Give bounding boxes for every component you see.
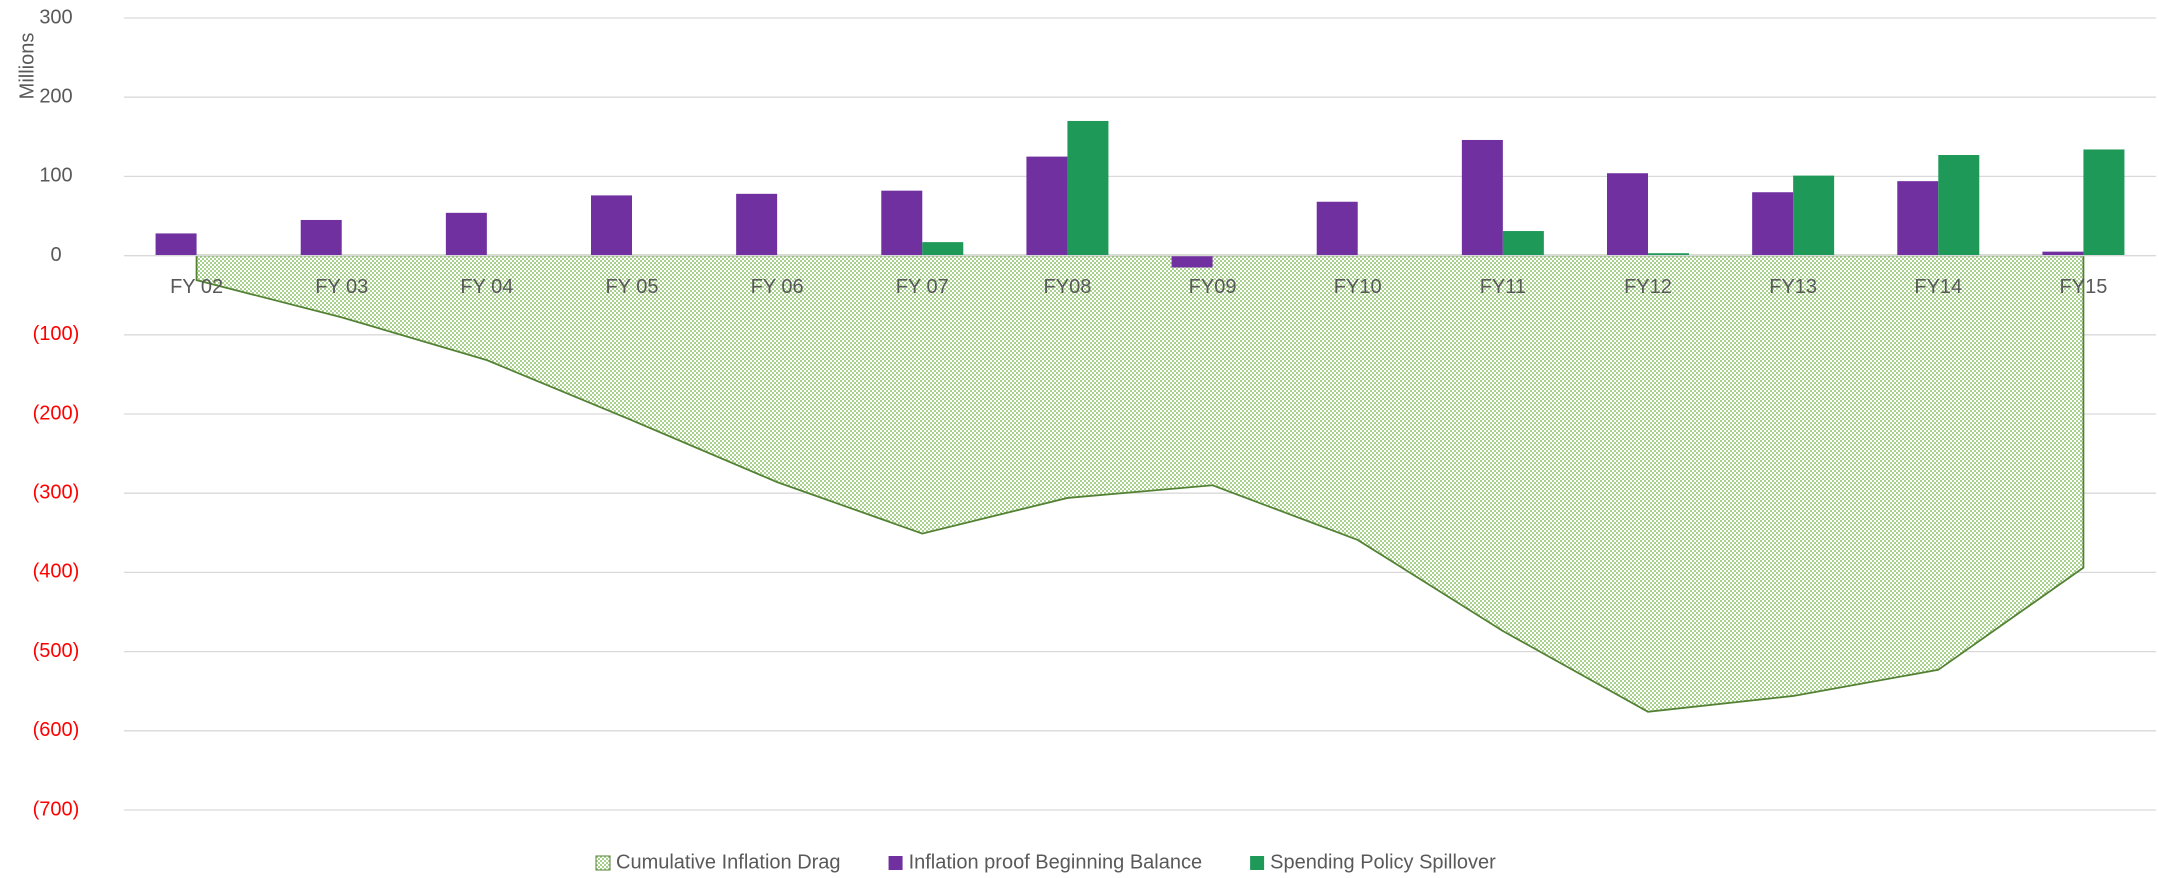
- bar: [2083, 149, 2125, 256]
- x-tick-label: FY14: [1914, 276, 1962, 298]
- x-tick-label: FY 02: [170, 276, 223, 298]
- bar: [736, 193, 778, 256]
- bar: [445, 212, 487, 256]
- legend-label: Spending Policy Spillover: [1270, 851, 1496, 873]
- y-tick-label: 0: [50, 244, 61, 266]
- y-tick-label: (600): [33, 719, 80, 741]
- bar: [1316, 201, 1358, 256]
- bar: [1607, 173, 1648, 256]
- bar: [2042, 251, 2084, 256]
- y-tick-label: (400): [33, 561, 80, 583]
- x-tick-label: FY13: [1769, 276, 1817, 298]
- legend-swatch: [888, 856, 903, 870]
- bar: [1461, 139, 1503, 256]
- x-tick-label: FY09: [1189, 276, 1237, 298]
- x-tick-label: FY 05: [606, 276, 659, 298]
- x-tick-label: FY 07: [896, 276, 949, 298]
- legend-swatch: [595, 855, 611, 871]
- bar: [1171, 255, 1213, 268]
- y-tick-label: 100: [39, 165, 72, 187]
- bar: [591, 195, 632, 256]
- y-tick-label: 200: [39, 85, 72, 107]
- y-axis-label: Millions: [16, 33, 38, 100]
- legend-swatch: [1250, 856, 1265, 870]
- y-tick-label: (100): [33, 323, 80, 345]
- x-tick-label: FY 04: [460, 276, 513, 298]
- y-tick-label: (300): [33, 481, 80, 503]
- bar: [300, 219, 342, 256]
- x-tick-label: FY 06: [751, 276, 804, 298]
- legend-label: Inflation proof Beginning Balance: [909, 851, 1203, 873]
- bar: [1648, 253, 1689, 256]
- bar: [1502, 231, 1544, 256]
- y-tick-label: (700): [33, 798, 80, 820]
- x-tick-label: FY12: [1624, 276, 1672, 298]
- x-tick-label: FY11: [1480, 276, 1526, 298]
- bar: [922, 242, 964, 256]
- bar: [1938, 155, 1980, 256]
- y-tick-label: (200): [33, 402, 80, 424]
- y-tick-label: 300: [39, 6, 72, 28]
- area: [195, 254, 2085, 713]
- y-tick-label: (500): [33, 640, 80, 662]
- bar: [1067, 120, 1109, 256]
- x-tick-label: FY15: [2060, 276, 2108, 298]
- bar: [1752, 192, 1794, 256]
- x-tick-label: FY10: [1334, 276, 1382, 298]
- bar: [1026, 156, 1068, 256]
- bar: [155, 233, 197, 256]
- x-tick-label: FY08: [1044, 276, 1092, 298]
- bar: [1793, 175, 1835, 256]
- bar: [881, 190, 923, 256]
- bar: [1897, 181, 1939, 256]
- legend-label: Cumulative Inflation Drag: [616, 851, 841, 873]
- x-tick-label: FY 03: [315, 276, 368, 298]
